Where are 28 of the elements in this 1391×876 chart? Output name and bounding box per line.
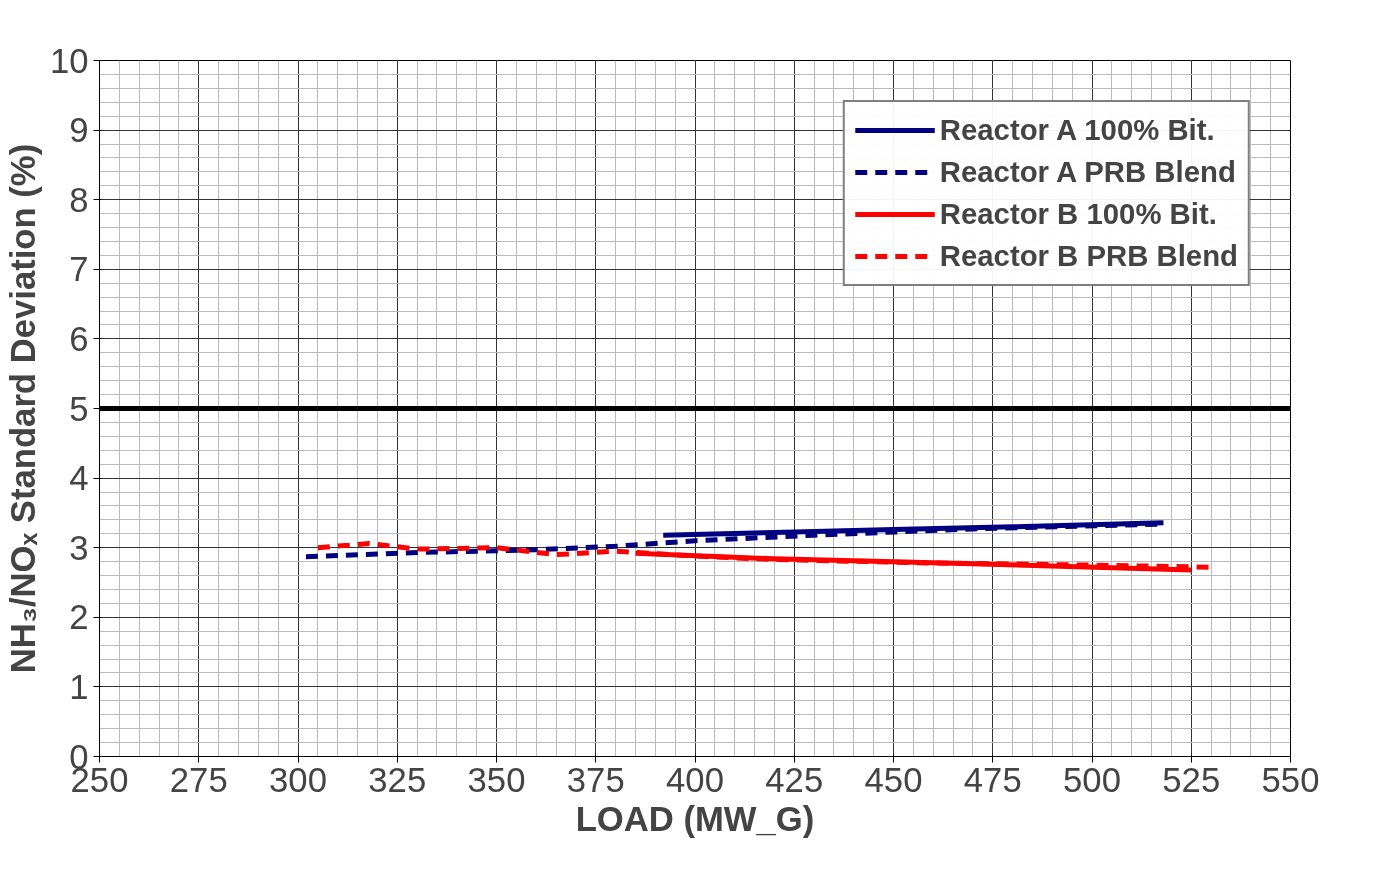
x-tick-label: 425	[765, 760, 824, 799]
y-tick-label: 4	[69, 459, 89, 498]
x-tick-label: 275	[169, 760, 228, 799]
y-tick-label: 6	[69, 319, 89, 358]
y-tick-label: 10	[49, 41, 89, 80]
y-tick-label: 1	[69, 667, 89, 706]
x-tick-label: 325	[368, 760, 427, 799]
x-tick-label: 500	[1063, 760, 1121, 799]
legend-label: Reactor A PRB Blend	[939, 154, 1236, 190]
y-axis-title: NH₃/NOₓ Standard Deviation (%)	[3, 143, 42, 674]
x-tick-label: 400	[666, 760, 724, 799]
x-tick-label: 450	[864, 760, 923, 799]
legend-label: Reactor B 100% Bit.	[939, 196, 1217, 232]
x-tick-label: 550	[1261, 760, 1320, 799]
x-tick-label: 375	[566, 760, 625, 799]
y-tick-label: 2	[69, 598, 89, 637]
x-tick-label: 350	[467, 760, 526, 799]
x-tick-label: 475	[963, 760, 1022, 799]
y-tick-label: 7	[69, 250, 89, 289]
x-tick-label: 300	[269, 760, 327, 799]
y-tick-label: 3	[69, 528, 89, 567]
x-axis-title: LOAD (MW_G)	[575, 799, 815, 838]
x-tick-label: 525	[1162, 760, 1221, 799]
y-tick-label: 8	[69, 180, 89, 219]
legend-label: Reactor A 100% Bit.	[939, 112, 1215, 148]
legend-label: Reactor B PRB Blend	[939, 238, 1238, 274]
y-tick-label: 9	[69, 111, 89, 150]
y-tick-label: 5	[69, 389, 89, 428]
